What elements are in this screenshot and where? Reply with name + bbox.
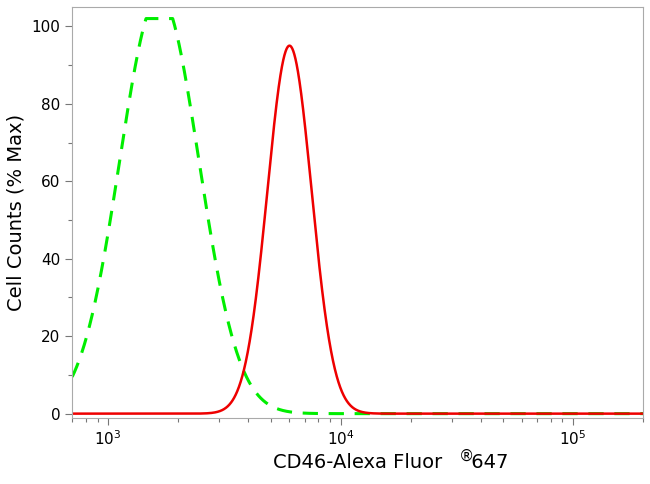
Text: ®: ® (459, 449, 474, 464)
Y-axis label: Cell Counts (% Max): Cell Counts (% Max) (7, 114, 26, 311)
Text: 647: 647 (465, 453, 508, 472)
Text: CD46-Alexa Fluor: CD46-Alexa Fluor (273, 453, 442, 472)
